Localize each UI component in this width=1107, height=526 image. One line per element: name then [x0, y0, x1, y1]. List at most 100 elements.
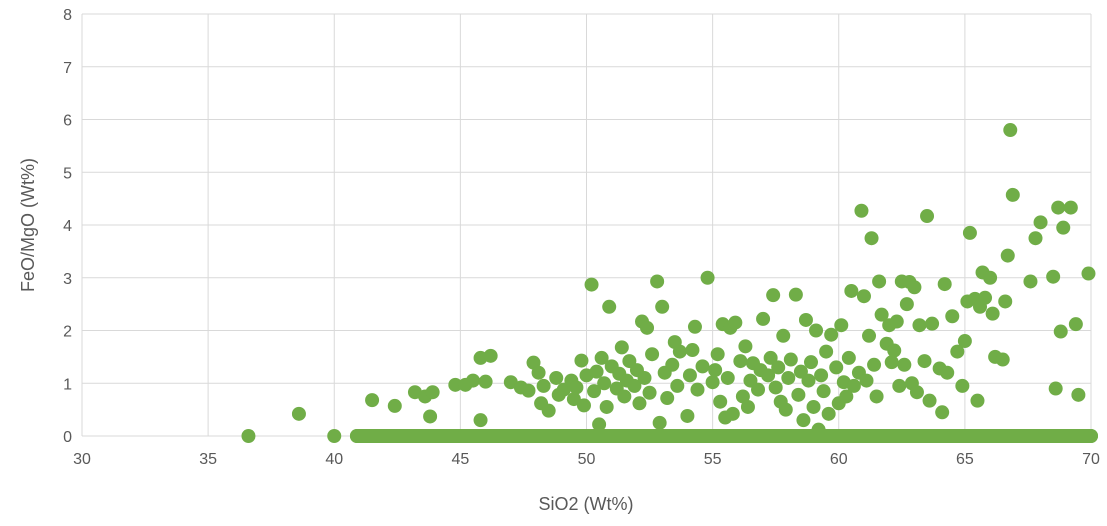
data-point: [632, 396, 647, 411]
data-point: [594, 350, 609, 365]
y-tick-label: 8: [63, 7, 72, 24]
data-point: [778, 402, 793, 417]
data-point: [708, 363, 723, 378]
data-point: [776, 328, 791, 343]
data-point: [1000, 248, 1015, 263]
data-point: [788, 287, 803, 302]
data-point: [1048, 381, 1063, 396]
data-point: [1023, 274, 1038, 289]
data-point: [791, 387, 806, 402]
data-point: [935, 405, 950, 420]
data-point: [465, 373, 480, 388]
data-point: [1003, 123, 1018, 138]
data-point: [685, 343, 700, 358]
data-point: [824, 327, 839, 342]
data-point: [566, 392, 581, 407]
data-point: [682, 368, 697, 383]
data-point: [690, 382, 705, 397]
y-tick-label: 4: [63, 218, 72, 235]
data-point: [809, 323, 824, 338]
data-point: [423, 409, 438, 424]
data-point: [549, 370, 564, 385]
data-point: [1053, 324, 1068, 339]
data-point: [599, 399, 614, 414]
y-tick-label: 5: [63, 165, 72, 182]
data-point: [720, 370, 735, 385]
data-point: [771, 360, 786, 375]
data-point: [735, 389, 750, 404]
data-point: [955, 378, 970, 393]
x-tick-label: 55: [704, 451, 722, 468]
data-point: [660, 391, 675, 406]
y-tick-label: 3: [63, 271, 72, 288]
data-point: [920, 209, 935, 224]
data-point: [1033, 215, 1048, 230]
data-point: [680, 408, 695, 423]
data-point: [645, 347, 660, 362]
data-point: [806, 399, 821, 414]
y-tick-label: 2: [63, 324, 72, 341]
data-point: [945, 309, 960, 324]
gridlines: [81, 13, 1092, 437]
y-axis-title: FeO/MgO (Wt%): [18, 158, 38, 292]
data-point: [687, 319, 702, 334]
data-point: [700, 270, 715, 285]
data-point: [839, 389, 854, 404]
y-tick-label: 1: [63, 376, 72, 393]
data-point: [763, 350, 778, 365]
x-tick-label: 70: [1082, 451, 1100, 468]
data-point: [1005, 187, 1020, 202]
data-point: [937, 277, 952, 292]
data-point: [614, 340, 629, 355]
data-point: [473, 413, 488, 428]
data-point: [841, 350, 856, 365]
data-point: [978, 290, 993, 305]
data-point: [892, 378, 907, 393]
data-point: [1051, 200, 1066, 215]
data-point: [766, 288, 781, 303]
data-point: [521, 383, 536, 398]
data-point: [874, 307, 889, 322]
data-point: [925, 316, 940, 331]
data-point: [983, 270, 998, 285]
data-point: [867, 357, 882, 372]
data-point: [587, 384, 602, 399]
data-point: [814, 368, 829, 383]
data-point: [710, 347, 725, 362]
data-point: [670, 378, 685, 393]
data-point: [751, 382, 766, 397]
data-point: [291, 406, 306, 421]
data-point: [844, 283, 859, 298]
data-point: [887, 343, 902, 358]
data-point: [917, 354, 932, 369]
data-point: [584, 277, 599, 292]
data-point: [617, 389, 632, 404]
x-tick-label: 30: [73, 451, 91, 468]
data-point: [816, 384, 831, 399]
data-point: [1046, 269, 1061, 284]
data-point: [922, 393, 937, 408]
data-point: [899, 297, 914, 312]
data-point: [829, 360, 844, 375]
data-point: [1068, 317, 1083, 332]
data-point: [327, 429, 342, 443]
y-tick-label: 0: [63, 429, 72, 446]
data-point: [695, 359, 710, 374]
data-point: [985, 306, 1000, 321]
data-point: [970, 393, 985, 408]
data-point: [448, 377, 463, 392]
data-point: [627, 378, 642, 393]
data-point: [907, 280, 922, 295]
data-point: [834, 318, 849, 333]
data-point: [425, 385, 440, 400]
data-point: [1081, 266, 1096, 281]
data-point: [781, 370, 796, 385]
data-point: [950, 344, 965, 359]
x-tick-label: 60: [830, 451, 848, 468]
data-point: [957, 334, 972, 349]
data-point: [884, 355, 899, 370]
x-tick-label: 50: [578, 451, 596, 468]
x-tick-label: 65: [956, 451, 974, 468]
data-point: [859, 373, 874, 388]
